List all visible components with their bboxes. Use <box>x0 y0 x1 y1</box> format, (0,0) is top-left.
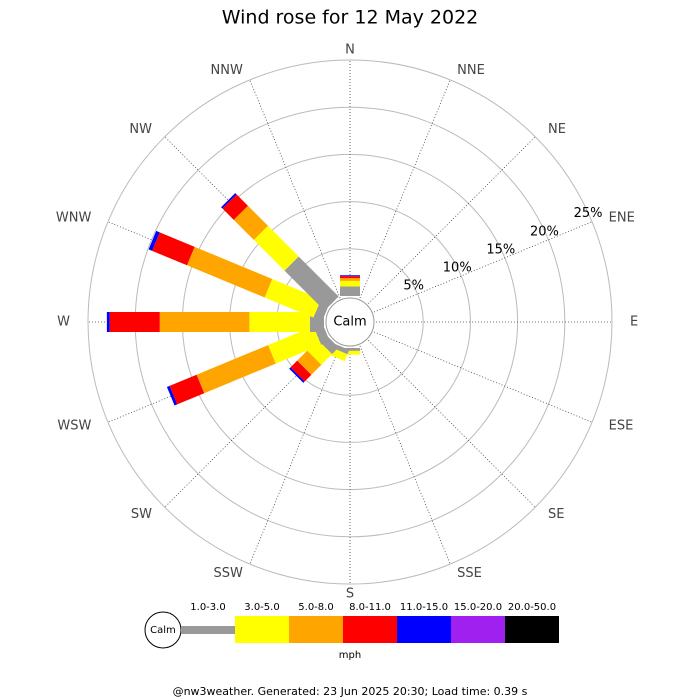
petal-segment <box>340 286 360 296</box>
legend-swatch <box>505 616 559 643</box>
spoke <box>249 79 341 299</box>
grid-ring <box>87 59 613 585</box>
ring-label: 5% <box>403 278 424 293</box>
direction-label: ESE <box>609 419 634 434</box>
direction-label: S <box>346 587 354 602</box>
spoke <box>373 221 593 313</box>
legend-label: 8.0-11.0 <box>349 602 391 613</box>
legend-label: 5.0-8.0 <box>298 602 333 613</box>
calm-circle <box>325 297 375 347</box>
legend-unit: mph <box>339 650 361 661</box>
direction-label: N <box>345 43 355 58</box>
petal-segment <box>284 256 339 311</box>
legend-label: 20.0-50.0 <box>508 602 556 613</box>
petal-segment <box>297 350 322 375</box>
spoke <box>368 136 536 304</box>
petal-segment <box>196 345 276 394</box>
legend-swatch <box>289 616 343 643</box>
direction-label: SW <box>131 507 152 522</box>
spoke <box>373 331 593 423</box>
direction-label: NNW <box>211 63 243 78</box>
direction-label: ENE <box>609 210 635 225</box>
ring-label: 20% <box>530 224 559 239</box>
petal-segment <box>233 205 268 240</box>
legend-swatch <box>181 626 235 634</box>
petal-segment <box>249 312 310 332</box>
direction-label: E <box>630 315 638 330</box>
legend-label: 3.0-5.0 <box>244 602 279 613</box>
ring-label: 25% <box>574 206 603 221</box>
petal-segment <box>159 312 250 332</box>
petal-segment <box>264 278 322 318</box>
spoke <box>359 79 451 299</box>
petal-segment <box>289 367 305 383</box>
petal-segment <box>152 232 195 266</box>
petal-segment <box>222 194 248 220</box>
petal-segment <box>340 276 360 279</box>
spoke <box>249 345 341 565</box>
legend-label: 11.0-15.0 <box>400 602 448 613</box>
direction-label: WNW <box>56 210 92 225</box>
petal-segment <box>169 374 205 405</box>
legend-swatch <box>397 616 451 643</box>
ring-label: 10% <box>443 260 472 275</box>
direction-label: SE <box>548 507 564 522</box>
calm-label: Calm <box>333 315 366 330</box>
petal-segment <box>166 385 178 406</box>
legend-swatch <box>235 616 289 643</box>
spoke <box>359 345 451 565</box>
petal-segment <box>268 326 322 364</box>
petal-segment <box>106 312 110 332</box>
legend-label: 15.0-20.0 <box>454 602 502 613</box>
legend-swatch <box>451 616 505 643</box>
legend-label: 1.0-3.0 <box>190 602 225 613</box>
direction-label: NE <box>548 122 566 137</box>
direction-label: SSE <box>457 566 482 581</box>
direction-label: SSW <box>213 566 243 581</box>
petal-segment <box>186 246 273 298</box>
chart-title: Wind rose for 12 May 2022 <box>222 7 479 29</box>
legend-swatch <box>343 616 397 643</box>
petal-segment <box>148 230 160 251</box>
petal-segment <box>340 278 360 281</box>
ring-label: 15% <box>486 242 515 257</box>
petal-segment <box>340 275 360 277</box>
spoke <box>368 340 536 508</box>
petal-segment <box>253 225 299 271</box>
petal-segment <box>340 280 360 287</box>
direction-label: NW <box>129 122 152 137</box>
petal-segment <box>221 193 237 209</box>
footer: @nw3weather. Generated: 23 Jun 2025 20:3… <box>173 685 528 698</box>
direction-label: WSW <box>57 419 91 434</box>
legend-calm-label: Calm <box>150 625 176 636</box>
direction-label: W <box>57 315 70 330</box>
direction-label: NNE <box>457 63 485 78</box>
petal-segment <box>290 360 312 382</box>
petal-segment <box>109 312 160 332</box>
